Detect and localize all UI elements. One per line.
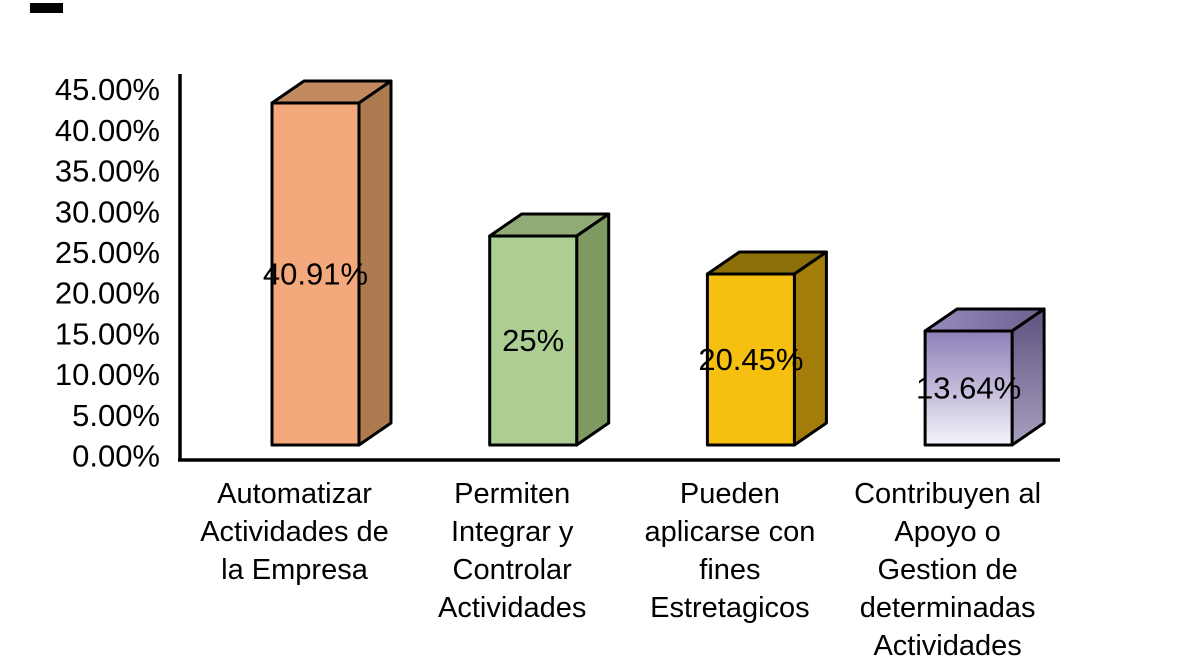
bar-front-face <box>705 272 796 447</box>
y-axis-tick-label: 45.00% <box>55 72 160 107</box>
category-label: Pueden aplicarse con fines Estretagicos <box>644 478 815 624</box>
corner-artifact-mark <box>30 3 63 13</box>
y-axis-tick-label: 10.00% <box>55 357 160 392</box>
bar-value-label: 25% <box>502 323 564 358</box>
y-axis-tick-label: 0.00% <box>72 439 160 474</box>
bar-value-label: 20.45% <box>698 342 803 377</box>
y-axis-tick-label: 25.00% <box>55 235 160 270</box>
bar-0: 40.91% Automatizar Actividades de la Empres… <box>200 79 393 586</box>
bar-front-face <box>270 101 361 447</box>
bar-1: 25% Permiten Integrar y Controlar Actividade… <box>438 212 611 624</box>
category-label: Permiten Integrar y Controlar Actividades <box>438 478 586 624</box>
category-label: Contribuyen al Apoyo o Gestion de determina… <box>854 478 1041 662</box>
bar-value-label: 13.64% <box>916 370 1021 405</box>
y-axis-tick-label: 40.00% <box>55 113 160 148</box>
bar-value-label: 40.91% <box>263 256 368 291</box>
bar-3: 13.64% Contribuyen al Apoyo o Gestion de det… <box>854 307 1046 662</box>
bar-front-face <box>923 329 1014 447</box>
bar-side-face <box>575 212 611 447</box>
y-axis-tick-label: 15.00% <box>55 316 160 351</box>
category-label: Automatizar Actividades de la Empresa <box>200 478 389 586</box>
y-axis-tick-label: 30.00% <box>55 194 160 229</box>
bar-2: 20.45% Pueden aplicarse con fines Estretagic… <box>644 250 828 624</box>
y-axis-tick-label: 20.00% <box>55 276 160 311</box>
y-axis-tick-label: 5.00% <box>72 398 160 433</box>
y-axis-tick-label: 35.00% <box>55 154 160 189</box>
bar-front-face <box>488 234 579 447</box>
